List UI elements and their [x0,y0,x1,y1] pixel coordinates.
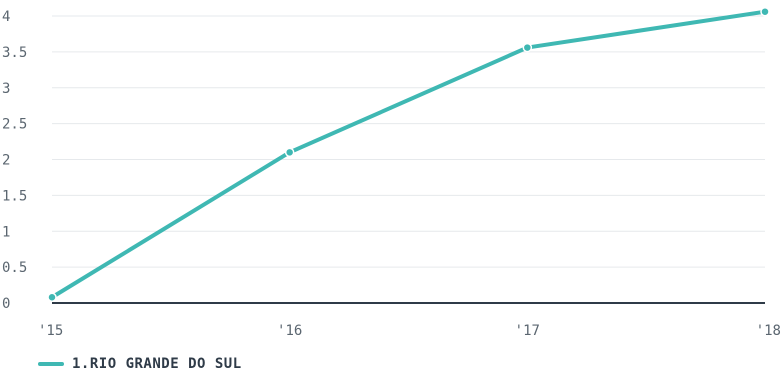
x-tick-label: '16 [277,323,302,339]
data-point[interactable] [522,42,533,53]
legend[interactable]: 1.RIO GRANDE DO SUL [38,356,242,372]
legend-swatch [38,362,64,366]
y-tick-label: 1.5 [2,188,27,204]
x-axis-tick-labels: '15 '16 '17 '18 [38,323,781,339]
y-tick-label: 4 [2,9,10,25]
y-tick-label: 1 [2,224,10,240]
series-layer [47,6,770,303]
grid-lines [52,15,765,268]
legend-label-series-1: 1.RIO GRANDE DO SUL [72,356,242,372]
data-point[interactable] [47,292,57,303]
x-tick-label: '17 [515,323,540,339]
y-tick-label: 3.5 [2,45,27,61]
x-tick-label: '15 [38,323,63,339]
y-tick-label: 2 [2,153,10,169]
series-line [50,9,767,300]
y-tick-label: 3 [2,81,10,97]
y-axis-tick-labels: 0 0.5 1 1.5 2 2.5 3 3.5 4 [2,9,27,312]
data-point[interactable] [760,6,770,17]
data-point[interactable] [284,147,295,158]
y-tick-label: 0.5 [2,260,27,276]
y-tick-label: 0 [2,296,10,312]
x-tick-label: '18 [756,323,781,339]
y-tick-label: 2.5 [2,117,27,133]
